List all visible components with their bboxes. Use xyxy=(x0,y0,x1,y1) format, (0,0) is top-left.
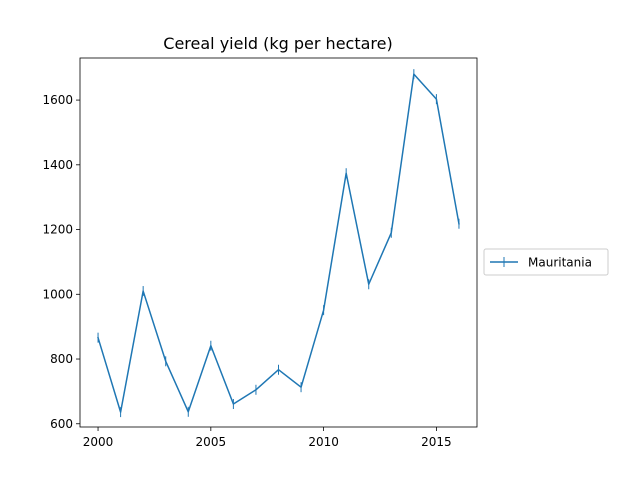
axes-frame xyxy=(79,57,478,428)
x-tick-label: 2015 xyxy=(421,435,452,449)
y-tick-label: 800 xyxy=(50,352,73,366)
x-tick-label: 2000 xyxy=(83,435,114,449)
legend: Mauritania xyxy=(483,248,609,276)
y-tick-label: 600 xyxy=(50,417,73,431)
chart-title: Cereal yield (kg per hectare) xyxy=(163,34,392,53)
legend-label: Mauritania xyxy=(528,256,592,270)
x-tick-label: 2005 xyxy=(196,435,227,449)
x-tick-label: 2010 xyxy=(308,435,339,449)
legend-box xyxy=(483,248,609,276)
y-tick-label: 1000 xyxy=(42,287,73,301)
plot-area: 2000 2005 2010 2015 600 800 1000 1200 1400 1600 xyxy=(42,57,478,449)
y-tick-label: 1200 xyxy=(42,223,73,237)
y-tick-label: 1400 xyxy=(42,158,73,172)
y-tick-label: 1600 xyxy=(42,93,73,107)
